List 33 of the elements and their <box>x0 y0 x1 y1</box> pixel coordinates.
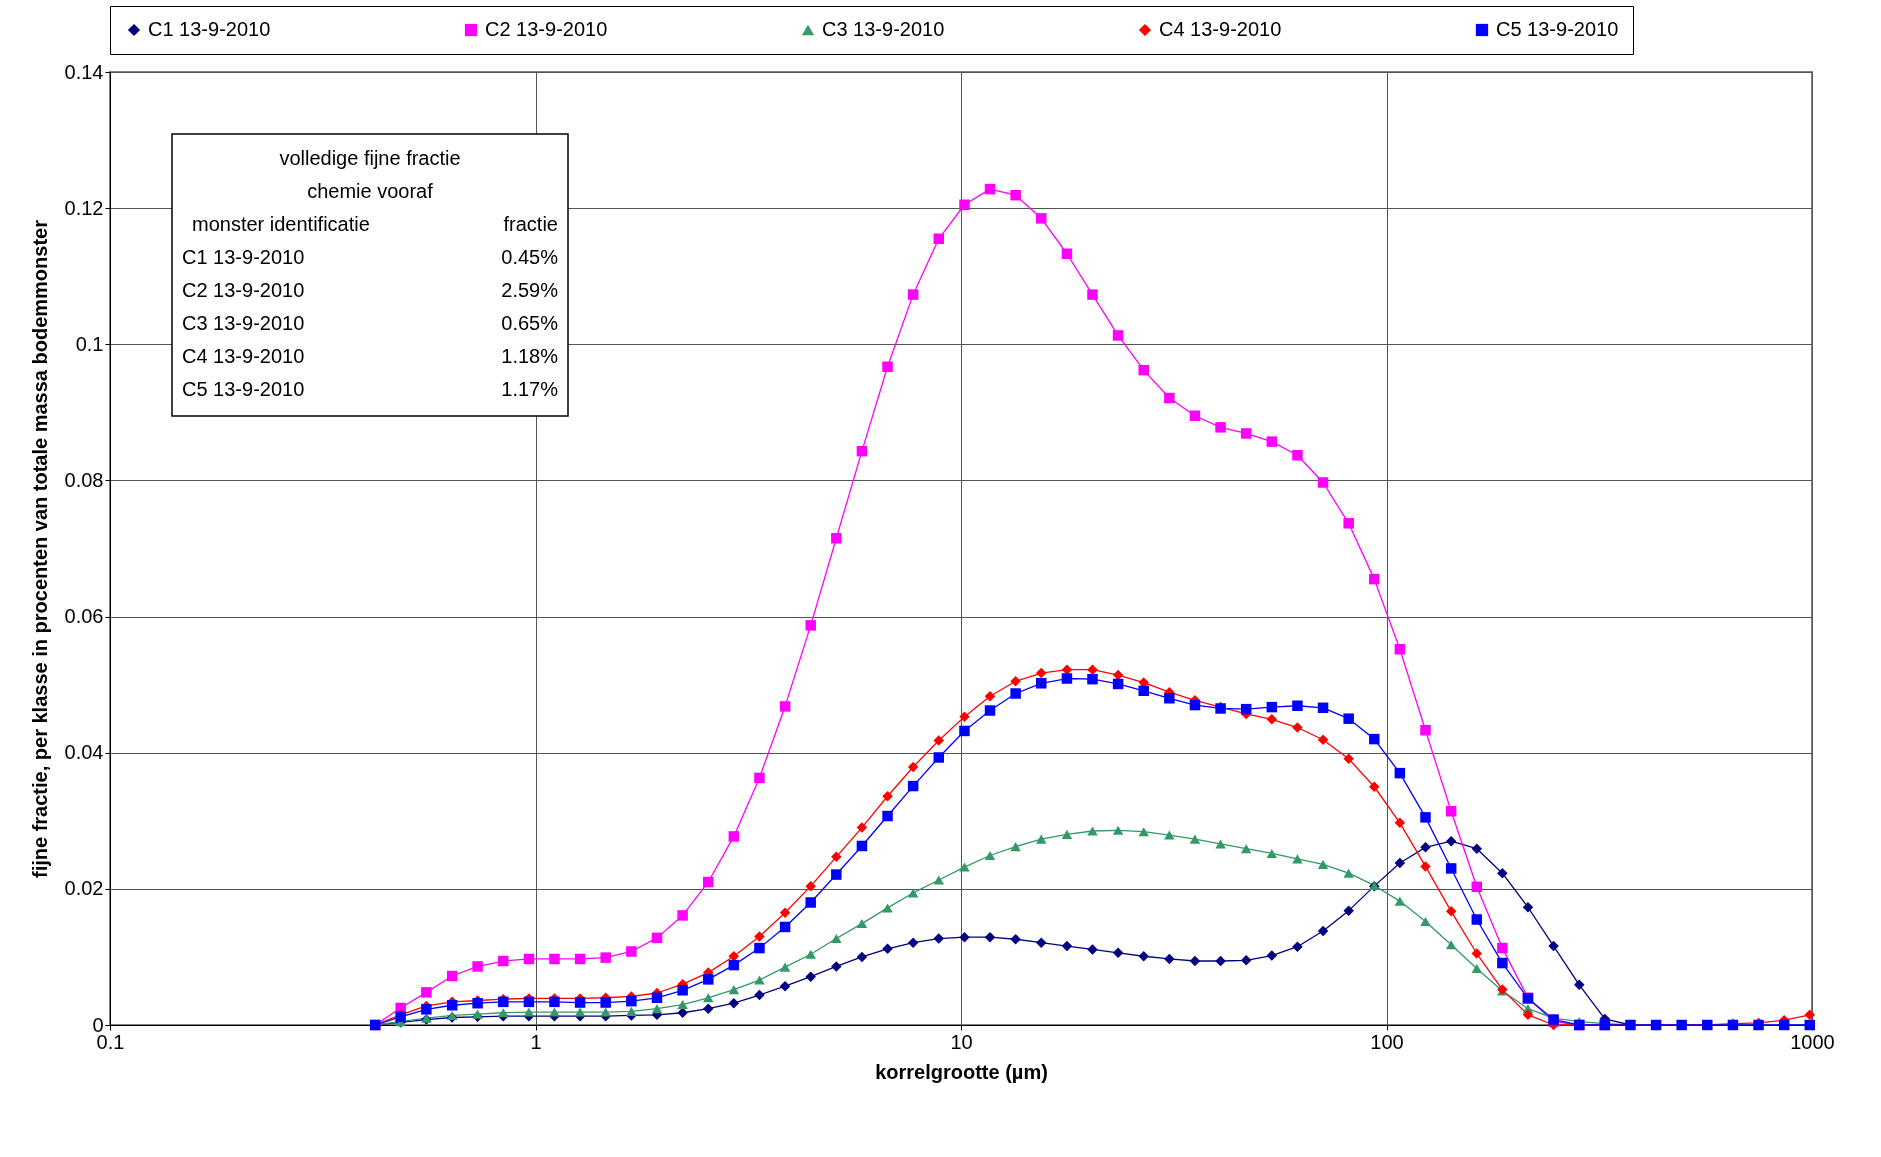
legend-label: C1 13-9-2010 <box>148 18 271 40</box>
x-axis-title: korrelgrootte (µm) <box>875 1060 1048 1083</box>
y-axis-title: fijne fractie, per klasse in procenten van totale massa bodemmonster <box>28 219 51 878</box>
annotation: fractie <box>503 212 558 235</box>
annotation: chemie vooraf <box>307 179 434 202</box>
annotation: monster identificatie <box>192 212 370 235</box>
x-tick-label: 100 <box>1370 1030 1404 1053</box>
annotation: volledige fijne fractie <box>279 146 461 169</box>
x-tick-label: 10 <box>950 1030 973 1053</box>
annotation: C1 13-9-2010 <box>182 245 305 268</box>
legend-label: C5 13-9-2010 <box>1496 18 1619 40</box>
y-tick-label: 0 <box>92 1013 104 1036</box>
y-tick-label: 0.1 <box>75 332 104 355</box>
y-tick-label: 0.04 <box>64 741 104 764</box>
x-tick-label: 1 <box>530 1030 542 1053</box>
x-tick-label: 1000 <box>1790 1030 1835 1053</box>
annotation: 1.17% <box>501 377 559 400</box>
annotation: 0.45% <box>501 245 559 268</box>
legend-label: C2 13-9-2010 <box>485 18 608 40</box>
legend-label: C3 13-9-2010 <box>822 18 945 40</box>
y-tick-label: 0.02 <box>64 877 104 900</box>
y-tick-label: 0.06 <box>64 605 104 628</box>
y-tick-label: 0.12 <box>64 196 104 219</box>
annotation: C3 13-9-2010 <box>182 311 305 334</box>
annotation: 2.59% <box>501 278 559 301</box>
annotation: C2 13-9-2010 <box>182 278 305 301</box>
annotation: 1.18% <box>501 344 559 367</box>
annotation: C5 13-9-2010 <box>182 377 305 400</box>
legend-label: C4 13-9-2010 <box>1159 18 1282 40</box>
annotation: C4 13-9-2010 <box>182 344 305 367</box>
y-tick-label: 0.08 <box>64 468 104 491</box>
annotation: 0.65% <box>501 311 559 334</box>
y-tick-label: 0.14 <box>64 60 104 83</box>
